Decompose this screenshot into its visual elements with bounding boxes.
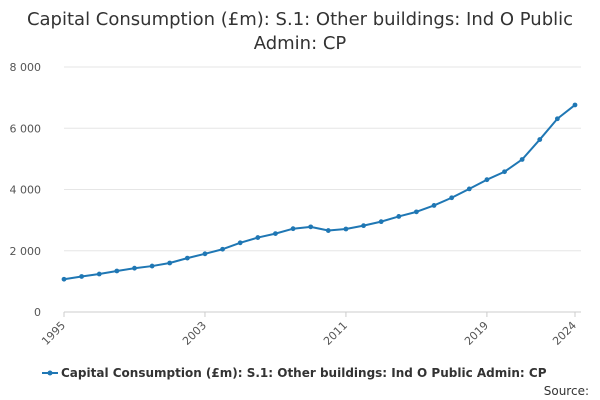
- source-label: Source:: [544, 384, 589, 398]
- data-point[interactable]: [431, 203, 437, 208]
- data-point[interactable]: [237, 240, 243, 246]
- data-point[interactable]: [96, 271, 102, 277]
- y-tick-label: 6 000: [10, 122, 42, 135]
- series-line: [63, 103, 576, 281]
- legend-label: Capital Consumption (£m): S.1: Other bui…: [61, 366, 547, 380]
- y-axis-tick-labels: 0 2 000 4 000 6 000 8 000: [10, 61, 42, 319]
- data-point[interactable]: [466, 186, 472, 192]
- series-layer: [61, 102, 578, 282]
- x-tick-label: 2003: [180, 319, 209, 348]
- x-tick-label: 2019: [462, 319, 491, 348]
- y-tick-label: 0: [34, 306, 41, 319]
- data-point[interactable]: [484, 177, 490, 183]
- x-axis-tick-labels: 1995 2003 2011 2019 2024: [39, 319, 579, 348]
- title-line-1: Capital Consumption (£m): S.1: Other bui…: [27, 9, 573, 30]
- data-point[interactable]: [114, 268, 120, 274]
- x-tick-label: 1995: [39, 319, 68, 348]
- data-point[interactable]: [449, 195, 455, 201]
- data-point[interactable]: [202, 251, 208, 257]
- data-point[interactable]: [220, 246, 225, 252]
- legend[interactable]: Capital Consumption (£m): S.1: Other bui…: [42, 366, 547, 380]
- data-point[interactable]: [554, 116, 560, 122]
- data-point[interactable]: [149, 263, 155, 269]
- data-point[interactable]: [308, 224, 314, 230]
- data-point[interactable]: [537, 137, 543, 142]
- data-point[interactable]: [290, 226, 296, 232]
- data-point[interactable]: [132, 265, 137, 271]
- data-point[interactable]: [361, 223, 366, 229]
- data-point[interactable]: [61, 276, 67, 282]
- y-tick-label: 2 000: [10, 245, 42, 258]
- data-point[interactable]: [343, 226, 349, 232]
- data-point[interactable]: [79, 274, 85, 279]
- data-point[interactable]: [378, 219, 384, 225]
- data-point[interactable]: [167, 260, 173, 266]
- data-point[interactable]: [325, 228, 331, 233]
- x-tick-label: 2011: [321, 319, 350, 348]
- data-point[interactable]: [184, 255, 190, 261]
- data-point[interactable]: [273, 231, 278, 237]
- y-tick-label: 4 000: [10, 184, 42, 197]
- axes: [63, 311, 581, 317]
- gridlines: [64, 66, 581, 252]
- data-point[interactable]: [396, 214, 402, 219]
- data-point[interactable]: [519, 157, 525, 162]
- data-point[interactable]: [502, 169, 507, 175]
- data-point[interactable]: [255, 235, 261, 240]
- title-line-2: Admin: CP: [254, 33, 347, 54]
- legend-marker-icon: [47, 370, 53, 376]
- title: Capital Consumption (£m): S.1: Other bui…: [27, 9, 573, 54]
- data-point[interactable]: [572, 102, 578, 108]
- x-tick-label: 2024: [550, 319, 579, 348]
- y-tick-label: 8 000: [10, 61, 42, 74]
- data-point[interactable]: [414, 209, 419, 215]
